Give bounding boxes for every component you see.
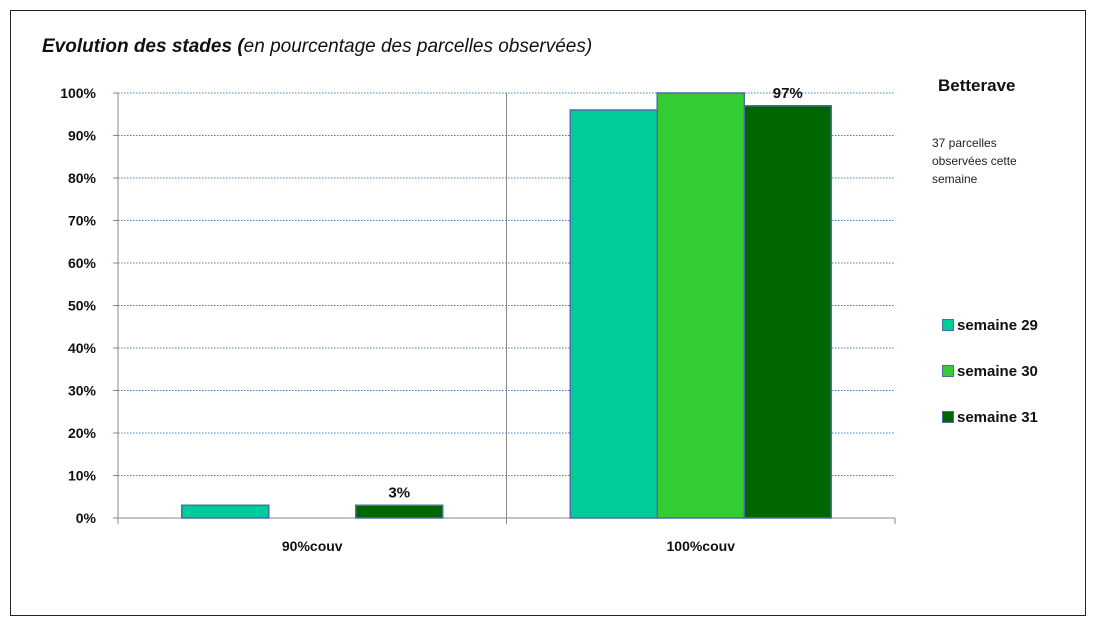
legend-swatch — [942, 365, 954, 377]
y-tick-label: 20% — [68, 425, 97, 441]
legend-item: semaine 29 — [942, 302, 1038, 348]
bar — [569, 109, 658, 519]
legend-label: semaine 31 — [957, 408, 1038, 426]
y-tick-label: 40% — [68, 340, 97, 356]
legend-label: semaine 30 — [957, 362, 1038, 380]
y-tick-label: 10% — [68, 468, 97, 484]
y-tick-label: 90% — [68, 128, 97, 144]
chart-title-rest: en pourcentage des parcelles observées) — [243, 36, 593, 57]
y-tick-label: 70% — [68, 213, 97, 229]
observation-note: 37 parcelles observées cette semaine — [932, 136, 1017, 186]
y-tick-label: 80% — [68, 170, 97, 186]
data-label: 97% — [773, 85, 803, 102]
legend-item: semaine 30 — [942, 348, 1038, 394]
x-tick-label: 100%couv — [667, 538, 736, 554]
y-tick-label: 0% — [76, 510, 97, 526]
x-tick-label: 90%couv — [282, 538, 343, 554]
data-label: 3% — [388, 484, 410, 501]
y-tick-label: 100% — [60, 85, 96, 101]
legend-label: semaine 29 — [957, 316, 1038, 334]
legend-swatch — [942, 319, 954, 331]
chart-title: Evolution des stades (en pourcentage des… — [42, 36, 592, 58]
legend-item: semaine 31 — [942, 394, 1038, 440]
bar — [656, 92, 745, 519]
bar — [355, 504, 444, 519]
bar — [743, 105, 832, 519]
chart-legend: semaine 29 semaine 30 semaine 31 — [942, 302, 1038, 440]
crop-title: Betterave — [938, 76, 1016, 95]
y-tick-label: 30% — [68, 383, 97, 399]
y-tick-label: 50% — [68, 298, 97, 314]
chart-title-bold: Evolution des stades ( — [42, 36, 244, 57]
y-tick-label: 60% — [68, 255, 97, 271]
legend-swatch — [942, 411, 954, 423]
bar — [181, 504, 270, 519]
